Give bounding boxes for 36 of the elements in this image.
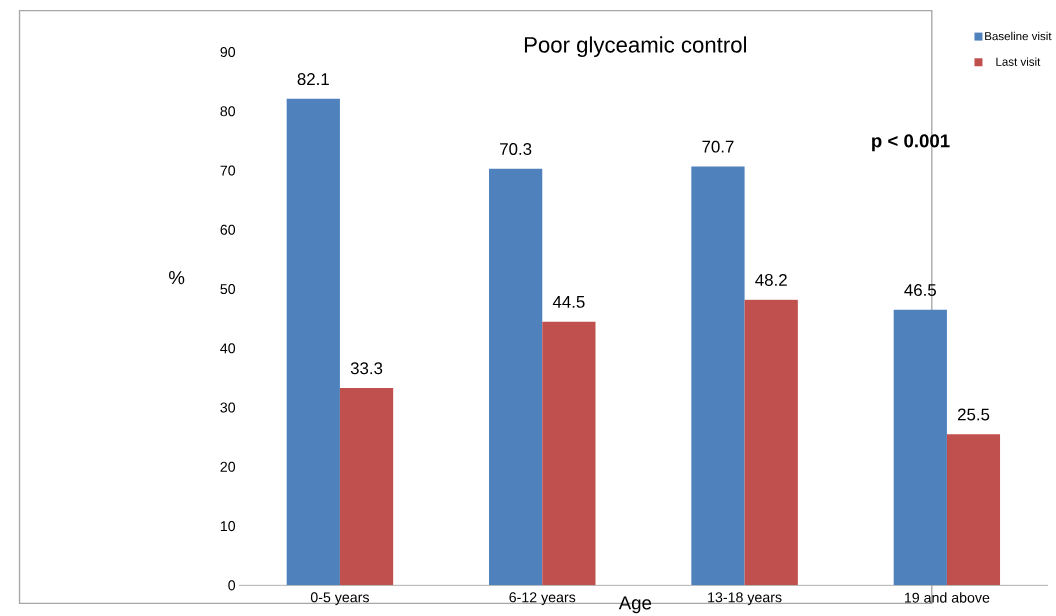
x-tick-label: 0-5 years [310,592,369,606]
x-axis-title: Age [618,596,652,614]
x-tick-label: 19 and above [904,592,990,603]
legend-label: Baseline visit [985,31,1052,41]
y-axis-title: % [169,271,185,285]
data-label: 48.2 [755,273,787,286]
data-label: 82.1 [297,73,329,85]
bar [542,321,596,586]
y-tick-label: 80 [220,106,236,117]
bar [946,434,1001,586]
x-tick-label: 13-18 years [708,592,782,606]
y-tick-label: 30 [220,402,236,413]
data-label: 44.5 [552,296,585,308]
chart-title: Poor glyceamic control [524,36,747,57]
y-tick-label: 70 [220,165,236,176]
x-tick-label: 6-12 years [509,592,576,606]
bar [744,299,798,586]
y-tick-label: 90 [220,46,236,57]
bar [893,309,947,586]
y-tick-label: 20 [220,461,236,472]
data-label: 25.5 [957,408,990,421]
data-label: 33.3 [350,362,383,375]
data-label: 46.5 [904,284,936,296]
bar [339,387,394,586]
legend-label: Last visit [996,57,1041,66]
y-tick-label: 0 [228,580,236,591]
data-label: 70.3 [500,142,532,155]
bar [286,98,340,586]
bar [691,166,745,586]
data-label: 70.7 [702,140,734,153]
y-tick-label: 10 [220,521,236,532]
y-tick-label: 50 [220,283,236,295]
y-tick-label: 40 [220,343,236,354]
bar [489,168,543,586]
annotation: p < 0.001 [872,134,950,152]
y-tick-label: 60 [220,224,236,235]
